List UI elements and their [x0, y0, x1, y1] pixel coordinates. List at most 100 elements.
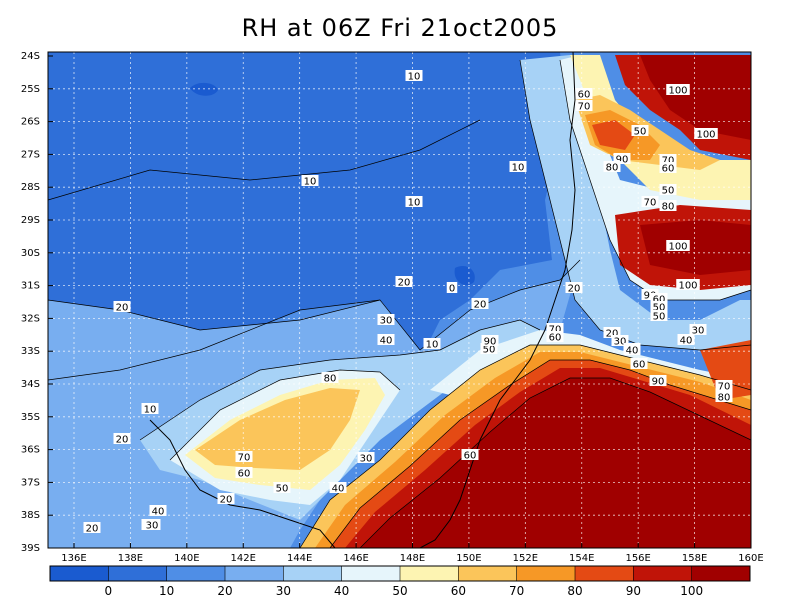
contour-label: 10 — [408, 72, 421, 83]
colorbar-swatch — [691, 566, 751, 581]
contour-label-bg — [83, 522, 101, 533]
contour-label: 50 — [662, 186, 675, 197]
lat-tick-label: 25S — [21, 84, 40, 95]
coastline-west — [149, 419, 336, 549]
contour-label: 50 — [653, 303, 666, 314]
contour-label: 30 — [146, 521, 159, 532]
colorbar-swatch — [225, 566, 284, 581]
contour-label: 90 — [484, 337, 497, 348]
contour-label: 10 — [304, 177, 317, 188]
colorbar-swatch — [283, 566, 343, 581]
contour-label-bg — [143, 519, 161, 530]
contour-label: 100 — [668, 86, 687, 97]
lon-tick-label: 140E — [174, 553, 199, 564]
colorbar-swatch — [50, 566, 109, 581]
colorbar-label: 90 — [626, 584, 641, 598]
contour-label: 40 — [680, 336, 693, 347]
contour-label: 80 — [606, 163, 619, 174]
contour-label-bg — [377, 334, 395, 345]
lon-tick-label: 146E — [343, 553, 368, 564]
colorbar-label: 0 — [105, 584, 113, 598]
contour-label-bg — [575, 88, 593, 99]
contour-label-bg — [603, 161, 621, 172]
contour-label-bg — [694, 128, 718, 139]
contour-label-bg — [395, 276, 413, 287]
contour-label-bg — [113, 301, 131, 312]
contour-label-bg — [603, 327, 621, 338]
lon-tick-label: 144E — [287, 553, 312, 564]
lon-axis: 136E 138E 140E 142E 144E 146E 148E 150E 152E 154E… — [61, 543, 764, 564]
contour-label: 30 — [614, 337, 627, 348]
colorbar-swatch — [108, 566, 168, 581]
contour-label-bg — [301, 175, 319, 186]
lon-tick-label: 158E — [682, 553, 707, 564]
contour-label: 40 — [626, 346, 639, 357]
colorbar-swatch — [458, 566, 518, 581]
lat-tick-label: 28S — [21, 182, 40, 193]
contour-label: 20 — [86, 524, 99, 535]
lat-tick-label: 30S — [21, 248, 40, 259]
contour-label: 30 — [692, 326, 705, 337]
contour-label-bg — [235, 451, 253, 462]
contour-label: 70 — [718, 382, 731, 393]
contour-label: 20 — [116, 303, 129, 314]
contour-label-bg — [613, 153, 631, 164]
lon-tick-label: 152E — [513, 553, 538, 564]
lat-axis: 24S 25S 26S 27S 28S 29S 30S 31S 32S 33S 34S 35S 36S 3… — [21, 51, 53, 554]
contour-label: 70 — [549, 325, 562, 336]
colorbar-swatch — [400, 566, 459, 581]
contour-label-bg — [666, 84, 690, 95]
contour-label: 40 — [380, 336, 393, 347]
contour-label-bg — [321, 372, 339, 383]
lon-tick-label: 142E — [231, 553, 256, 564]
colorbar-swatch — [341, 566, 401, 581]
colorbar: 0 10 20 30 40 50 60 70 80 90 100 — [49, 565, 751, 598]
contour-label: 40 — [152, 507, 165, 518]
colorbar-swatch — [633, 566, 693, 581]
colorbar-swatch — [166, 566, 226, 581]
contour-label: 10 — [408, 198, 421, 209]
lat-tick-label: 24S — [21, 51, 40, 62]
contour-label: 10 — [144, 405, 157, 416]
coastline — [419, 51, 576, 549]
contour-label-bg — [461, 449, 479, 460]
field-right-90 — [700, 340, 751, 400]
contour-label-bg — [405, 70, 423, 81]
field-below-0b — [454, 265, 475, 286]
colorbar-label: 40 — [334, 584, 349, 598]
contour-label-bg — [149, 505, 167, 516]
contour-label: 70 — [578, 102, 591, 113]
contour-label: 70 — [644, 198, 657, 209]
colorbar-label: 30 — [276, 584, 291, 598]
contour-label-bg — [377, 314, 395, 325]
contour-label-bg — [641, 196, 659, 207]
contour-label-bg — [666, 240, 690, 251]
lon-tick-label: 150E — [456, 553, 481, 564]
contour-label: 20 — [220, 495, 233, 506]
contour-label-bg — [141, 403, 159, 414]
contour-label: 40 — [332, 484, 345, 495]
contour-label-bg — [405, 196, 423, 207]
contour-label: 60 — [238, 469, 251, 480]
contour-label-bg — [659, 154, 677, 165]
contour-label: 60 — [464, 451, 477, 462]
contour-label: 20 — [568, 284, 581, 295]
contour-label-bg — [650, 293, 668, 304]
colorbar-label: 70 — [509, 584, 524, 598]
contour-label: 80 — [662, 202, 675, 213]
contour-label-bg — [217, 493, 235, 504]
lon-tick-label: 156E — [625, 553, 650, 564]
contour-label-bg — [446, 282, 458, 293]
contour-label-bg — [471, 298, 489, 309]
contour-label: 20 — [606, 329, 619, 340]
colorbar-swatch — [516, 566, 576, 581]
colorbar-label: 80 — [567, 584, 582, 598]
contour-label-bg — [357, 452, 375, 463]
contour-label: 100 — [668, 242, 687, 253]
contour-label: 10 — [426, 340, 439, 351]
lat-tick-label: 37S — [21, 477, 40, 488]
lat-tick-label: 31S — [21, 281, 40, 292]
contour-label-bg — [623, 344, 641, 355]
contour-label: 100 — [678, 281, 697, 292]
